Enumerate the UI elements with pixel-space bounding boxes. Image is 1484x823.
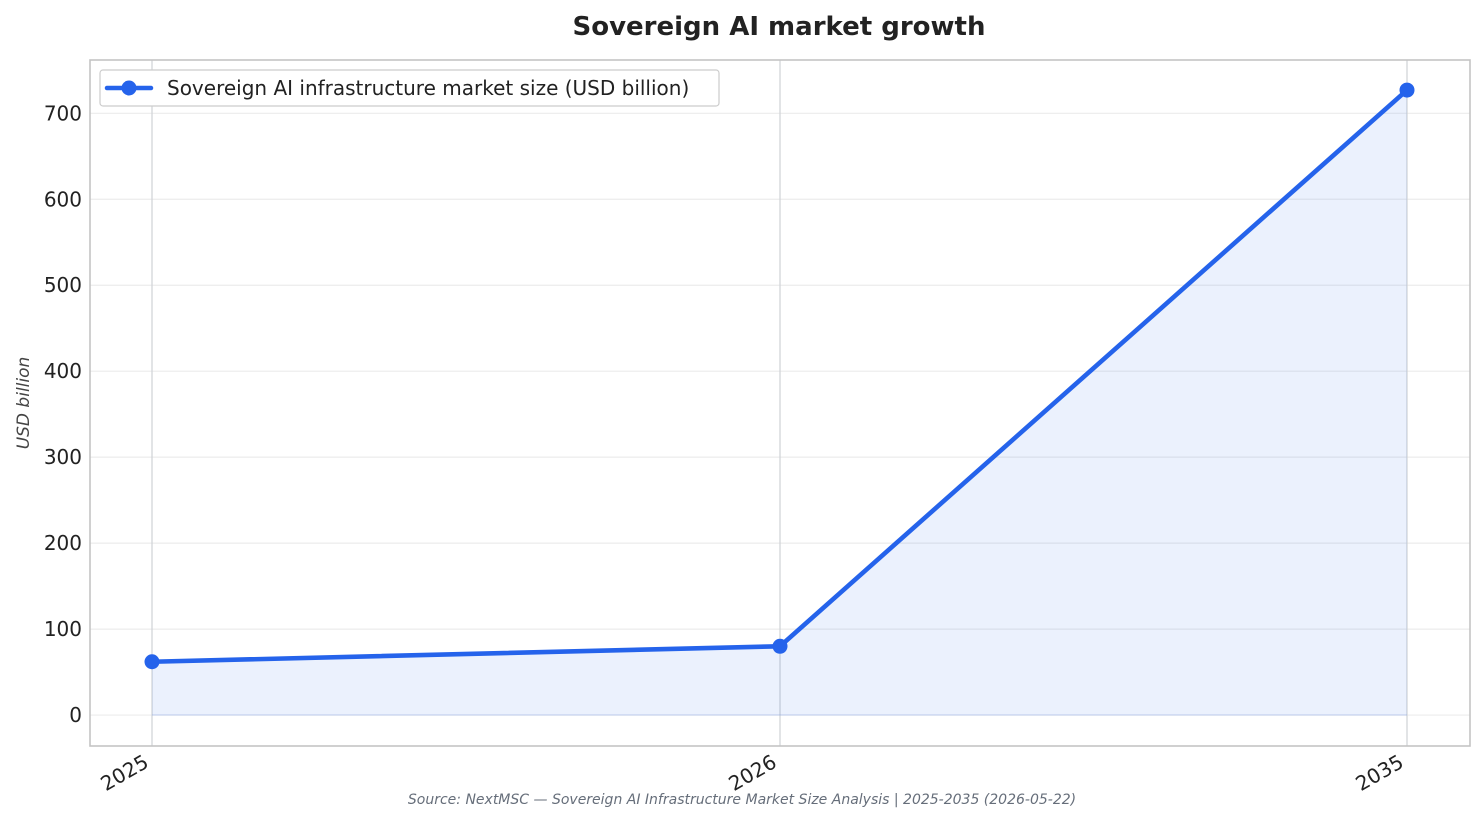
source-note: Source: NextMSC — Sovereign AI Infrastru…: [408, 792, 1076, 808]
y-tick-label: 600: [44, 187, 82, 211]
x-tick-label: 2025: [96, 750, 152, 796]
data-point: [772, 638, 788, 654]
plot-frame: [89, 59, 1471, 747]
y-axis-label: USD billion: [14, 357, 34, 450]
area-fill-layer: [152, 90, 1407, 716]
y-tick-labels: 0 100 200 300 400 500 600 700: [44, 101, 82, 727]
legend-entry-label: Sovereign AI infrastructure market size …: [167, 76, 689, 100]
grid-lines: [90, 60, 1470, 746]
series-area-fill: [152, 90, 1407, 716]
x-tick-label: 2026: [724, 750, 780, 796]
chart-title: Sovereign AI market growth: [573, 12, 986, 42]
legend-box: [99, 69, 720, 107]
y-tick-label: 200: [44, 531, 82, 555]
y-tick-label: 500: [44, 273, 82, 297]
data-point: [1399, 82, 1415, 98]
y-tick-label: 300: [44, 445, 82, 469]
data-point: [144, 654, 160, 670]
x-tick-label: 2035: [1351, 750, 1407, 796]
legend: Sovereign AI infrastructure market size …: [99, 69, 720, 107]
legend-marker-swatch: [121, 80, 137, 96]
y-tick-label: 700: [44, 101, 82, 125]
data-points: [144, 82, 1415, 670]
y-tick-label: 400: [44, 359, 82, 383]
y-tick-label: 100: [44, 617, 82, 641]
x-tick-labels: 2025 2026 2035: [96, 750, 1407, 796]
y-tick-label: 0: [69, 703, 82, 727]
